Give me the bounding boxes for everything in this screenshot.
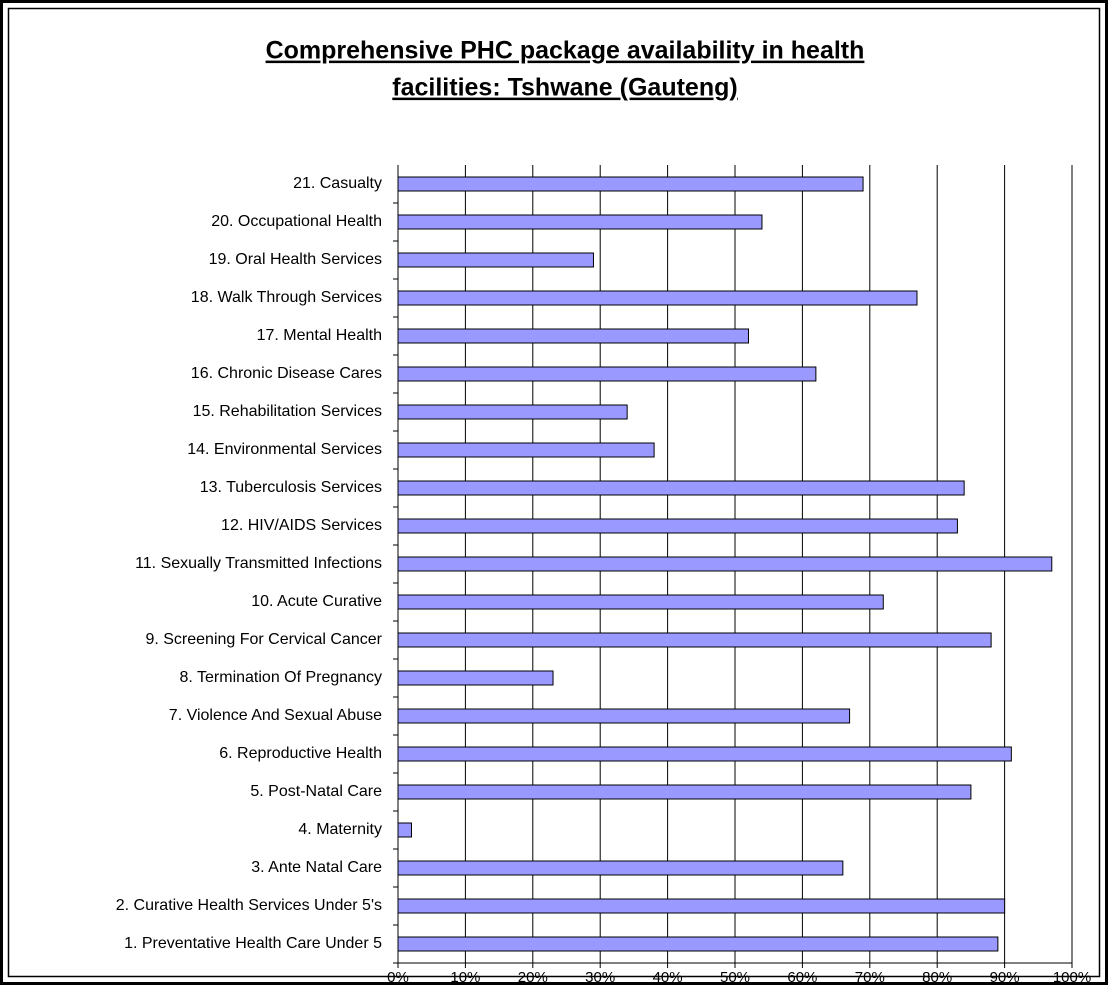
y-tick-label: 9. Screening For Cervical Cancer — [145, 631, 382, 648]
chart-title: Comprehensive PHC package availability i… — [266, 37, 865, 65]
bar — [397, 442, 655, 458]
bar — [397, 822, 412, 838]
y-tick-label: 1. Preventative Health Care Under 5 — [124, 935, 382, 952]
y-tick-label: 18. Walk Through Services — [191, 289, 382, 306]
bar — [397, 366, 817, 382]
y-tick-label: 10. Acute Curative — [251, 593, 382, 610]
bar — [397, 404, 628, 420]
y-tick-label: 15. Rehabilitation Services — [193, 403, 382, 420]
bar — [397, 670, 554, 686]
bar — [397, 214, 763, 230]
y-tick-label: 2. Curative Health Services Under 5's — [116, 897, 382, 914]
x-tick-label: 60% — [787, 969, 817, 985]
bar — [397, 480, 965, 496]
bar — [397, 176, 864, 192]
bar — [397, 746, 1012, 762]
y-tick-label: 5. Post-Natal Care — [250, 783, 382, 800]
y-tick-label: 11. Sexually Transmitted Infections — [135, 555, 382, 572]
x-tick-label: 100% — [1053, 969, 1091, 985]
x-tick-label: 80% — [922, 969, 952, 985]
y-tick-label: 6. Reproductive Health — [219, 745, 382, 762]
y-tick-label: 7. Violence And Sexual Abuse — [169, 707, 382, 724]
y-tick-label: 21. Casualty — [293, 175, 382, 192]
bar — [397, 708, 851, 724]
y-tick-label: 12. HIV/AIDS Services — [221, 517, 382, 534]
y-tick-label: 8. Termination Of Pregnancy — [180, 669, 382, 686]
inner-frame — [7, 7, 1101, 978]
x-tick-label: 90% — [990, 969, 1020, 985]
x-tick-label: 40% — [653, 969, 683, 985]
y-tick-label: 4. Maternity — [298, 821, 382, 838]
bar — [397, 784, 972, 800]
y-tick-label: 14. Environmental Services — [187, 441, 382, 458]
bar — [397, 556, 1053, 572]
x-tick-label: 50% — [720, 969, 750, 985]
y-tick-label: 20. Occupational Health — [211, 213, 382, 230]
y-tick-label: 13. Tuberculosis Services — [200, 479, 382, 496]
y-tick-label: 16. Chronic Disease Cares — [191, 365, 382, 382]
bar — [397, 518, 958, 534]
bar — [397, 290, 918, 306]
x-tick-label: 0% — [387, 969, 409, 985]
bar — [397, 328, 749, 344]
y-tick-label: 19. Oral Health Services — [209, 251, 382, 268]
bar — [397, 252, 594, 268]
x-tick-label: 20% — [518, 969, 548, 985]
bar — [397, 594, 884, 610]
y-tick-label: 17. Mental Health — [257, 327, 382, 344]
bar — [397, 898, 1006, 914]
bar — [397, 860, 844, 876]
bar — [397, 936, 999, 952]
x-tick-label: 10% — [450, 969, 480, 985]
x-tick-label: 70% — [855, 969, 885, 985]
x-tick-label: 30% — [585, 969, 615, 985]
bar — [397, 632, 992, 648]
y-tick-label: 3. Ante Natal Care — [251, 859, 382, 876]
chart-title: facilities: Tshwane (Gauteng) — [392, 74, 737, 102]
